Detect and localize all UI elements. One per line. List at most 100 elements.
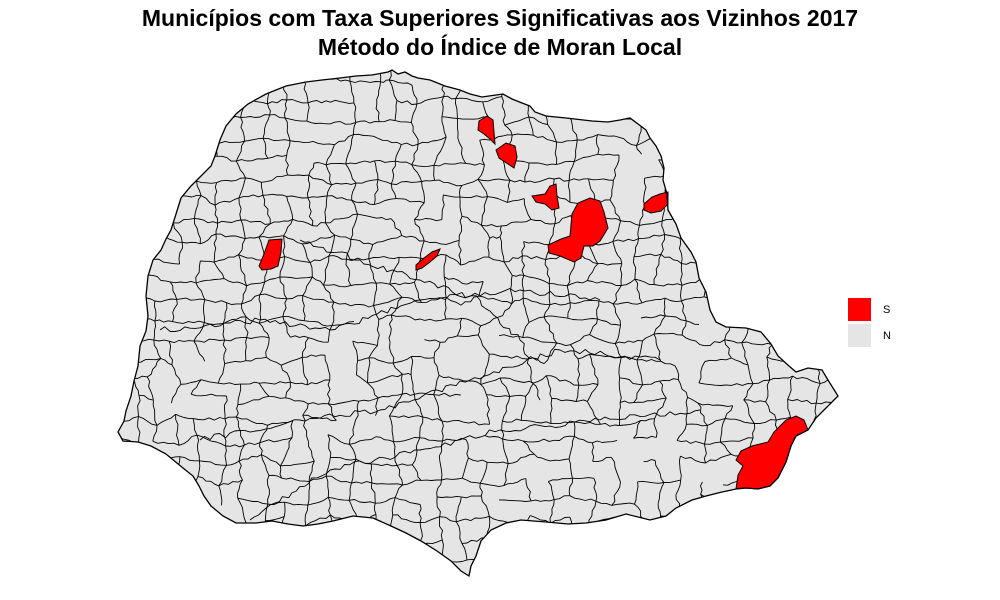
municipality-border [750,493,773,502]
municipality-border [731,76,755,79]
municipality-border [790,296,818,300]
municipality-border [390,183,397,199]
municipality-border [707,418,726,426]
municipality-border [617,77,632,80]
municipality-border [503,463,509,486]
municipality-border [401,296,422,304]
municipality-border [554,495,570,501]
municipality-border [499,225,503,237]
municipality-border [175,413,194,419]
municipality-border [202,299,206,323]
municipality-border [469,348,561,381]
municipality-border [307,441,315,462]
municipality-border [676,424,687,441]
municipality-border [419,279,481,301]
municipality-border [327,195,352,201]
municipality-border [414,202,425,220]
municipality-border [196,180,202,196]
municipality-border [753,253,769,262]
municipality-border [754,419,777,424]
municipality-border [699,214,711,246]
municipality-border [665,315,687,322]
municipality-border [486,394,510,397]
municipality-border [681,334,705,347]
municipality-border [393,437,420,443]
municipality-border [501,96,506,126]
municipality-border [280,365,291,383]
municipality-border [502,303,513,316]
municipality-border [479,483,483,497]
municipality-border [325,475,330,498]
municipality-border [591,442,595,462]
municipality-border [350,459,357,484]
municipality-border [395,497,421,505]
municipality-border [664,297,682,303]
municipality-border [268,70,271,84]
municipality-border [258,322,270,339]
municipality-border [612,241,623,264]
municipality-border [680,300,687,321]
municipality-border [771,195,776,217]
municipality-border [282,72,303,76]
municipality-border [657,136,679,142]
municipality-border [502,438,509,464]
municipality-border [168,341,173,365]
municipality-border [133,574,151,576]
municipality-border [286,140,291,156]
municipality-border [118,158,136,165]
municipality-border [169,339,194,344]
municipality-border [314,582,336,584]
municipality-border [619,263,623,286]
municipality-border [724,275,745,286]
municipality-border [591,77,618,82]
municipality-border [325,163,346,166]
municipality-border [171,176,197,182]
municipality-border [743,383,754,401]
municipality-border [118,178,133,182]
municipality-border [282,316,291,338]
municipality-border [204,299,227,304]
municipality-border [224,337,247,342]
municipality-border [280,460,315,467]
municipality-border [553,554,572,564]
municipality-border [270,63,293,65]
municipality-border [771,153,792,158]
municipality-border [820,534,831,537]
municipality-border [418,504,422,523]
municipality-border [728,216,748,219]
municipality-border [592,456,612,463]
municipality-border [180,379,202,385]
municipality-border [200,195,216,206]
municipality-border [543,316,558,344]
municipality-border [769,375,793,381]
municipality-border [797,563,800,576]
municipality-border [528,96,547,107]
municipality-border [726,113,753,122]
municipality-border [479,134,513,141]
municipality-border [724,96,727,115]
municipality-border [302,295,306,321]
municipality-border [433,392,461,397]
municipality-border [307,175,311,198]
municipality-border [226,460,240,466]
municipality-border [146,376,154,401]
municipality-border [154,319,173,323]
municipality-border [480,495,490,517]
municipality-border [197,476,219,487]
municipality-border [657,85,661,97]
municipality-border [726,138,753,144]
municipality-border [154,557,176,563]
municipality-border [769,104,774,126]
municipality-border [522,336,557,344]
municipality-border [345,239,352,260]
municipality-border [171,176,175,198]
municipality-border [686,320,700,325]
municipality-border [132,179,155,183]
municipality-border [509,179,526,183]
municipality-border [279,276,313,279]
municipality-border [752,379,770,385]
municipality-border [238,194,264,199]
municipality-border [478,281,484,297]
municipality-border [374,397,379,416]
municipality-border [309,262,313,278]
